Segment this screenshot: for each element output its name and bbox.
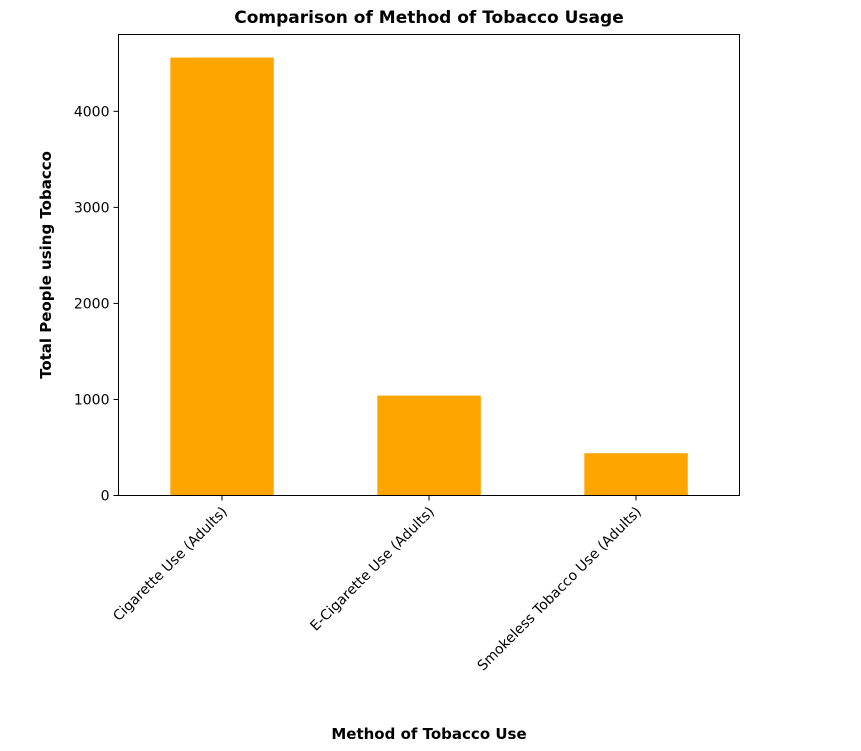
y-axis-ticks: 0 1000 2000 3000 4000: [74, 104, 119, 505]
y-tick-label-2: 2000: [74, 296, 110, 312]
bar-1: [377, 395, 481, 496]
bar-2: [584, 453, 688, 496]
y-tick-label-4: 4000: [74, 104, 110, 120]
x-tick-label-1: E-Cigarette Use (Adults): [307, 504, 437, 634]
bars-group: [170, 57, 688, 496]
chart-title: Comparison of Method of Tobacco Usage: [234, 8, 623, 28]
x-axis-ticks: Cigarette Use (Adults) E-Cigarette Use (A…: [110, 495, 645, 674]
x-tick-label-2: Smokeless Tobacco Use (Adults): [475, 504, 645, 674]
x-tick-label-0: Cigarette Use (Adults): [110, 504, 231, 625]
y-tick-label-3: 3000: [74, 200, 110, 216]
y-axis-label: Total People using Tobacco: [37, 151, 55, 379]
bar-0: [170, 57, 274, 496]
y-tick-label-1: 1000: [74, 392, 110, 408]
y-tick-label-0: 0: [101, 489, 110, 505]
x-axis-label: Method of Tobacco Use: [331, 725, 526, 743]
